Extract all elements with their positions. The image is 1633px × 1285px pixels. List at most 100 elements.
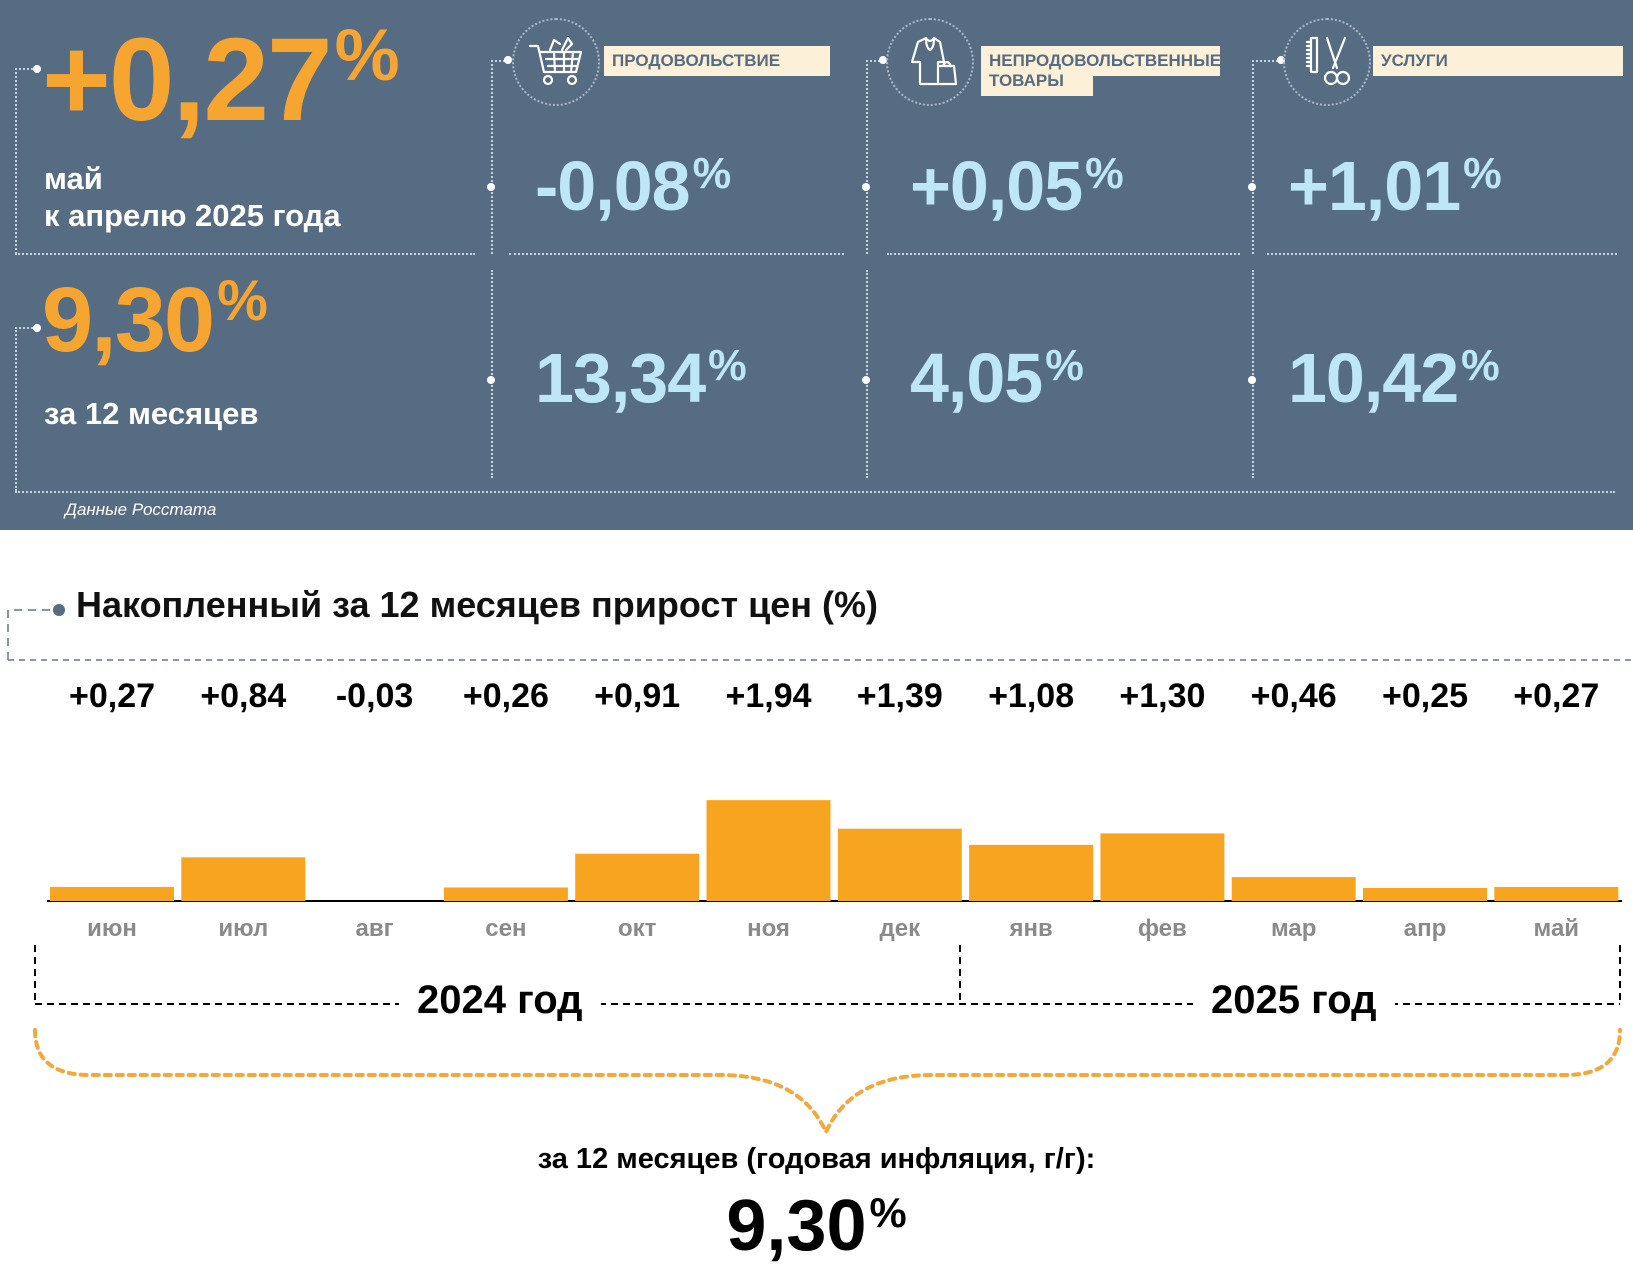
frame-line — [15, 327, 17, 491]
bar-value-label: +0,84 — [200, 677, 287, 715]
frame-line — [866, 270, 868, 478]
bar-value-label: +1,39 — [856, 677, 943, 715]
bullet-dot — [33, 324, 41, 332]
bullet-dot — [862, 183, 870, 191]
monthly-caption: май к апрелю 2025 года — [44, 160, 341, 234]
services-annual-value: 10,42% — [1288, 338, 1500, 418]
category-label-text: ТОВАРЫ — [989, 71, 1064, 90]
frame-line — [491, 60, 493, 254]
frame-line — [15, 491, 1615, 493]
bullet-dot — [1277, 56, 1285, 64]
percent-sign: % — [1045, 342, 1084, 391]
category-label-nonfood: НЕПРОДОВОЛЬСТВЕННЫЕ — [981, 46, 1222, 76]
bullet-dot — [862, 376, 870, 384]
category-icon-circle — [512, 18, 600, 106]
frame-line — [15, 327, 37, 329]
frame-line — [1252, 270, 1254, 478]
percent-sign: % — [217, 268, 268, 333]
frame-line — [866, 60, 868, 254]
annual-caption: за 12 месяцев — [44, 396, 259, 431]
value-number: 10,42 — [1288, 339, 1459, 417]
category-label-nonfood-line2: ТОВАРЫ — [981, 70, 1093, 96]
month-tick-label: июн — [87, 915, 137, 942]
bullet-dot — [879, 56, 887, 64]
bar-сен — [443, 887, 568, 901]
data-source-note: Данные Росстата — [65, 500, 217, 519]
frame-line — [509, 253, 844, 255]
bar-окт — [575, 853, 700, 901]
annual-total-number: 9,30 — [726, 1186, 867, 1266]
shopping-cart-icon — [528, 36, 583, 86]
month-tick-label: июл — [218, 915, 269, 942]
category-label-text: НЕПРОДОВОЛЬСТВЕННЫЕ — [989, 51, 1222, 70]
bar-дек — [837, 828, 962, 901]
bar-value-label: +0,46 — [1250, 677, 1337, 715]
percent-sign: % — [692, 150, 732, 199]
bar-ноя — [706, 800, 831, 901]
bullet-dot — [1248, 376, 1256, 384]
value-number: 4,05 — [910, 339, 1043, 417]
bar-value-label: +1,30 — [1119, 677, 1206, 715]
percent-sign: % — [869, 1189, 907, 1237]
month-tick-label: фев — [1137, 915, 1187, 942]
value-number: -0,08 — [535, 147, 691, 225]
bar-апр — [1363, 888, 1487, 901]
annual-inflation-caption: за 12 месяцев (годовая инфляция, г/г): — [537, 1143, 1096, 1175]
category-label-food: ПРОДОВОЛЬСТВИЕ — [604, 46, 830, 76]
clothing-icon — [910, 36, 958, 86]
bar-value-label: +1,94 — [725, 677, 812, 715]
scissors-comb-icon — [1305, 36, 1351, 86]
frame-line — [1252, 60, 1278, 62]
bar-value-label: +0,27 — [1513, 677, 1600, 715]
bullet-dot — [487, 376, 495, 384]
bar-июл — [181, 857, 306, 901]
frame-line — [1252, 60, 1254, 254]
annual-value-number: 9,30 — [42, 269, 215, 371]
monthly-inflation-value: +0,27% — [42, 12, 400, 148]
food-monthly-value: -0,08% — [535, 146, 732, 226]
month-tick-label: сен — [485, 915, 527, 942]
food-annual-value: 13,34% — [535, 338, 747, 418]
frame-line — [15, 253, 475, 255]
frame-line — [887, 253, 1240, 255]
value-number: 13,34 — [535, 339, 706, 417]
bar-июн — [50, 886, 174, 901]
bullet-dot — [1248, 183, 1256, 191]
year-label-2024: 2024 год — [399, 978, 601, 1023]
bullet-dot — [487, 183, 495, 191]
month-tick-label: авг — [355, 915, 394, 942]
value-number: +1,01 — [1288, 147, 1461, 225]
bar-value-label: +0,26 — [462, 677, 549, 715]
frame-line — [1267, 253, 1617, 255]
bar-янв — [969, 844, 1094, 901]
month-tick-label: окт — [617, 915, 657, 942]
value-number: +0,05 — [910, 147, 1083, 225]
bar-мар — [1231, 877, 1356, 901]
month-tick-label: ноя — [747, 915, 790, 942]
frame-line — [491, 60, 505, 62]
category-icon-circle — [1283, 18, 1371, 106]
frame-line — [15, 68, 17, 254]
percent-sign: % — [1461, 342, 1500, 391]
summary-panel: +0,27% май к апрелю 2025 года 9,30% за 1… — [0, 0, 1633, 530]
year-label-2025: 2025 год — [1193, 978, 1395, 1023]
monthly-value-number: +0,27 — [42, 14, 333, 146]
bar-май — [1494, 886, 1619, 901]
category-label-services: УСЛУГИ — [1373, 46, 1623, 76]
monthly-caption-line2: к апрелю 2025 года — [44, 198, 341, 233]
bar-value-label: -0,03 — [335, 677, 414, 715]
frame-line — [15, 68, 37, 70]
nonfood-monthly-value: +0,05% — [910, 146, 1124, 226]
category-icon-circle — [886, 18, 974, 106]
bar-фев — [1100, 833, 1225, 901]
bullet-dot — [504, 56, 512, 64]
month-tick-label: дек — [879, 915, 921, 942]
frame-line — [491, 270, 493, 478]
chart-title: Накопленный за 12 месяцев прирост цен (%… — [76, 584, 878, 625]
annual-inflation-value: 9,30% — [42, 268, 268, 373]
bar-value-label: +0,25 — [1381, 677, 1469, 715]
nonfood-annual-value: 4,05% — [910, 338, 1084, 418]
bar-value-label: +1,08 — [988, 677, 1075, 715]
percent-sign: % — [1463, 150, 1502, 199]
